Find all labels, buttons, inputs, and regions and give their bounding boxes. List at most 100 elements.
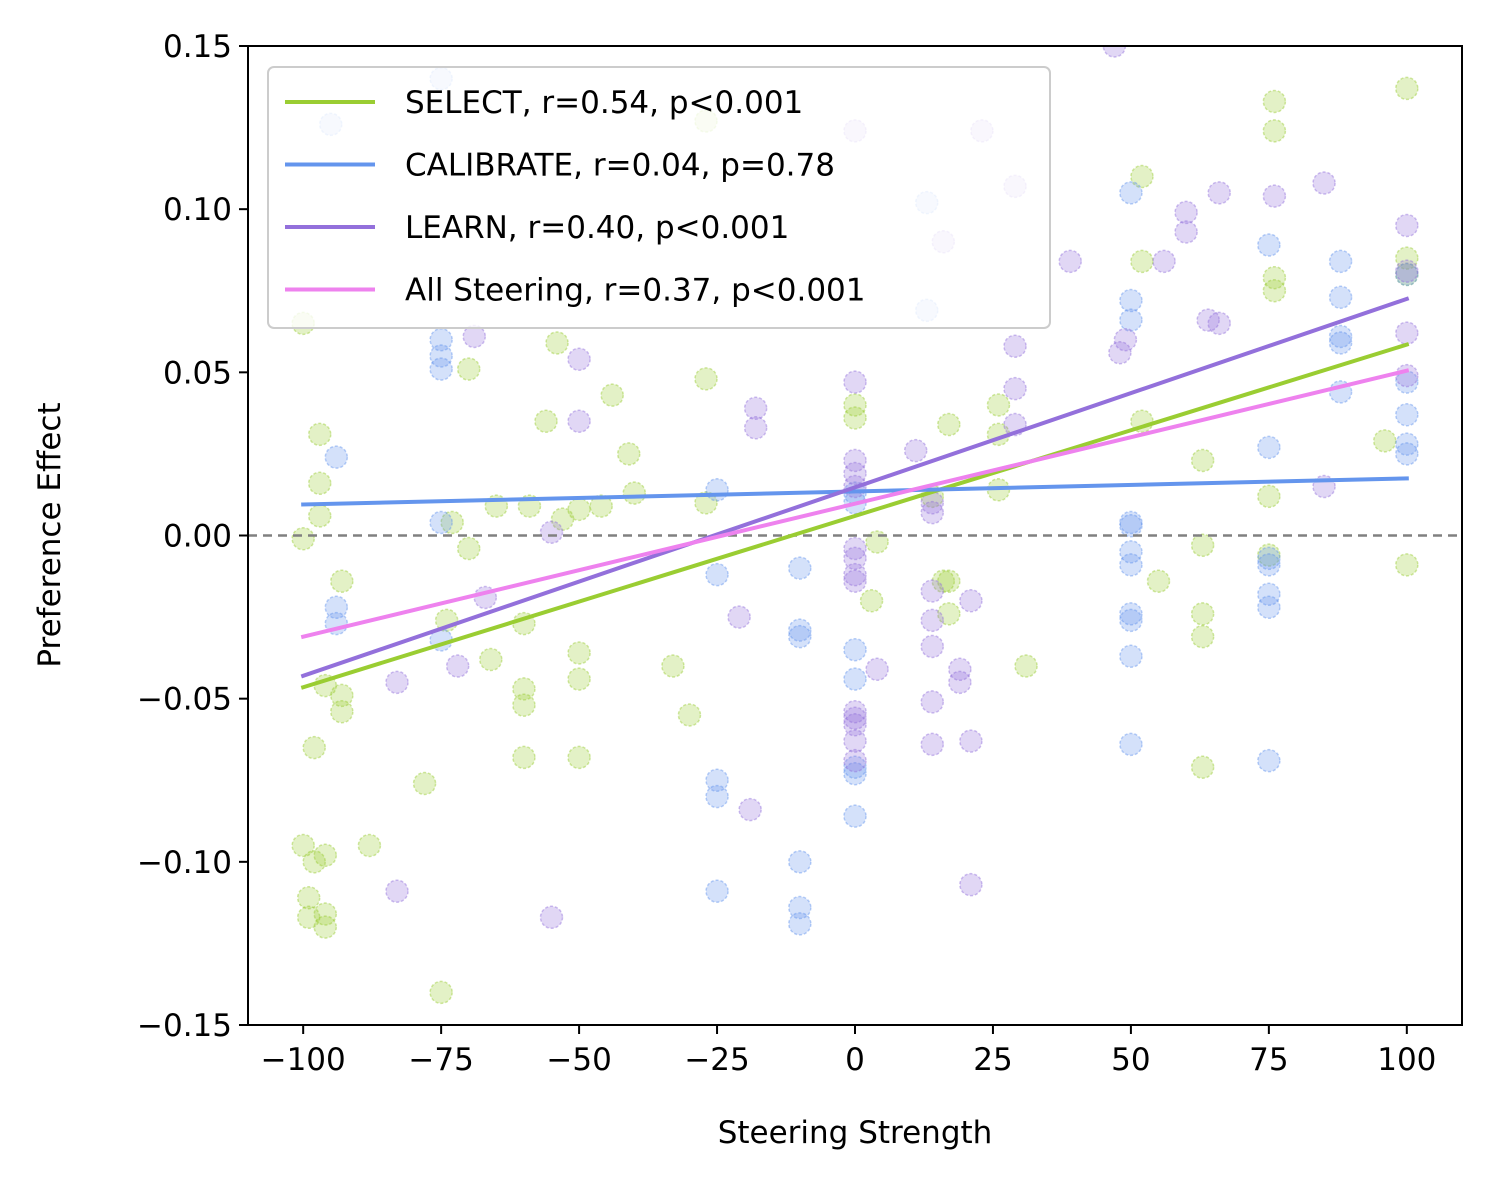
- y-tick-label: 0.15: [163, 29, 232, 65]
- data-point-calibrate: [788, 912, 812, 936]
- data-point-select: [1262, 279, 1287, 303]
- y-tick-label: 0.10: [163, 192, 232, 228]
- data-point-learn: [920, 690, 944, 714]
- data-point-learn: [903, 438, 928, 463]
- data-point-select: [291, 833, 315, 858]
- data-point-select: [456, 536, 481, 561]
- data-point-calibrate: [1328, 285, 1353, 310]
- data-point-learn: [1395, 363, 1419, 388]
- data-point-select: [1014, 654, 1038, 678]
- data-point-calibrate: [1257, 595, 1281, 620]
- data-point-learn: [445, 654, 470, 678]
- x-tick-label: 75: [1249, 1042, 1288, 1078]
- data-point-select: [567, 667, 591, 691]
- data-point-learn: [920, 732, 944, 757]
- data-point-calibrate: [788, 556, 812, 580]
- data-point-learn: [920, 500, 944, 525]
- data-point-learn: [743, 396, 768, 420]
- data-point-select: [291, 527, 315, 551]
- data-point-learn: [1003, 376, 1027, 401]
- data-point-select: [859, 589, 884, 613]
- x-axis-title: Steering Strength: [718, 1115, 993, 1151]
- data-point-learn: [1108, 341, 1132, 365]
- data-point-calibrate: [1395, 432, 1419, 456]
- x-tick-label: −75: [408, 1042, 473, 1078]
- data-point-calibrate: [1328, 331, 1353, 355]
- data-point-select: [1262, 265, 1287, 290]
- data-point-learn: [1152, 249, 1176, 274]
- data-point-select: [1395, 76, 1419, 101]
- data-point-learn: [1174, 200, 1198, 225]
- data-point-select: [456, 357, 481, 381]
- data-point-select: [302, 735, 326, 760]
- data-point-select: [429, 980, 453, 1005]
- data-point-select: [512, 745, 536, 770]
- fit-line-learn: [300, 296, 1410, 679]
- data-point-learn: [743, 416, 768, 440]
- data-point-calibrate: [1119, 732, 1143, 757]
- y-tick-label: −0.10: [137, 845, 232, 881]
- data-point-learn: [1395, 213, 1419, 238]
- data-point-learn: [843, 536, 867, 561]
- data-point-learn: [1102, 46, 1127, 58]
- data-point-learn: [843, 713, 867, 737]
- data-point-learn: [1174, 220, 1198, 244]
- data-point-select: [479, 647, 503, 672]
- data-point-calibrate: [788, 624, 812, 649]
- data-point-select: [1257, 543, 1281, 567]
- data-point-select: [617, 442, 641, 466]
- data-point-calibrate: [1119, 288, 1143, 313]
- data-point-select: [357, 833, 382, 858]
- data-point-learn: [920, 634, 944, 659]
- data-point-select: [307, 471, 332, 496]
- data-point-calibrate: [1328, 324, 1353, 349]
- data-point-select: [661, 654, 685, 678]
- data-point-calibrate: [705, 879, 729, 903]
- x-tick-label: −50: [546, 1042, 611, 1078]
- data-point-select: [843, 393, 867, 417]
- data-point-calibrate: [843, 667, 867, 691]
- data-point-learn: [843, 706, 867, 730]
- data-point-select: [843, 406, 867, 430]
- x-tick-label: −25: [684, 1042, 749, 1078]
- data-point-learn: [843, 569, 867, 593]
- data-point-calibrate: [788, 618, 812, 642]
- data-point-select: [412, 771, 437, 796]
- data-point-learn: [843, 370, 867, 394]
- data-point-select: [330, 699, 354, 724]
- data-point-select: [1395, 246, 1419, 270]
- data-point-select: [313, 902, 337, 926]
- data-point-learn: [567, 409, 591, 434]
- data-point-learn: [1395, 321, 1419, 345]
- data-point-select: [937, 412, 961, 437]
- data-point-select: [1190, 602, 1215, 626]
- data-point-select: [1262, 119, 1287, 143]
- data-point-select: [307, 422, 332, 447]
- data-point-learn: [567, 347, 591, 372]
- fit-line-all-steering: [300, 368, 1410, 640]
- data-point-select: [589, 494, 613, 518]
- legend-label-calibrate: CALIBRATE, r=0.04, p=0.78: [405, 148, 835, 184]
- data-point-calibrate: [1119, 608, 1143, 633]
- data-point-select: [1146, 569, 1171, 593]
- data-point-select: [567, 497, 591, 522]
- data-point-learn: [948, 670, 972, 695]
- data-point-select: [512, 677, 536, 701]
- data-point-learn: [843, 699, 867, 724]
- data-point-select: [512, 693, 536, 717]
- y-tick-label: 0.05: [163, 355, 232, 391]
- data-point-select: [1257, 484, 1281, 509]
- data-point-calibrate: [843, 804, 867, 828]
- data-point-learn: [727, 605, 751, 629]
- data-point-select: [677, 703, 702, 727]
- data-point-learn: [959, 872, 983, 897]
- data-point-select: [694, 491, 718, 515]
- data-point-select: [931, 569, 956, 593]
- data-point-calibrate: [324, 445, 349, 469]
- data-point-learn: [843, 461, 867, 486]
- data-point-select: [937, 602, 961, 626]
- data-point-learn: [1395, 259, 1419, 283]
- data-point-calibrate: [1257, 553, 1281, 577]
- data-point-select: [313, 843, 337, 868]
- data-point-calibrate: [705, 768, 729, 792]
